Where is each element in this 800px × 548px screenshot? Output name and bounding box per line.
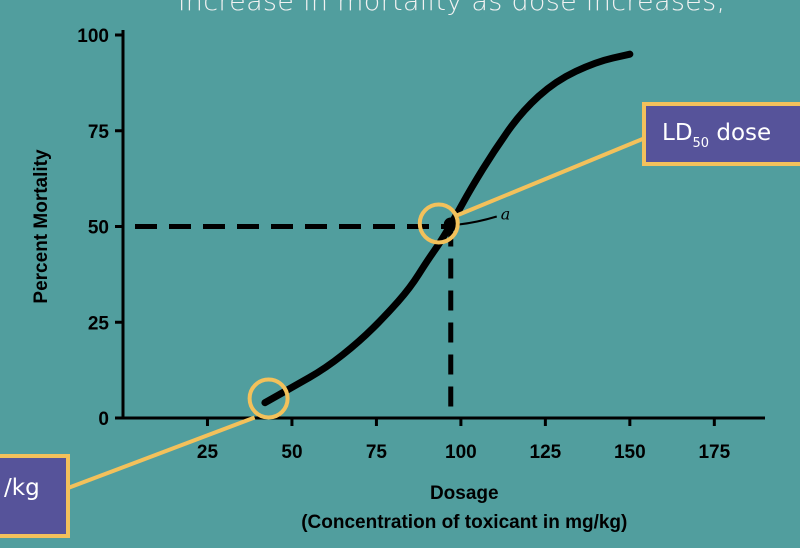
reference-lines xyxy=(135,224,454,418)
x-tick-label: 175 xyxy=(698,442,730,463)
ld50-label: LD xyxy=(662,120,693,146)
y-axis-title: Percent Mortality xyxy=(31,149,52,304)
low-dose-highlight-circle xyxy=(247,377,290,420)
chart-axes: 0 25 50 75 100 25 50 75 100 125 150 175 xyxy=(77,26,765,463)
ld50-callout: LD50 dose xyxy=(642,102,800,166)
curve-group: a xyxy=(261,50,634,407)
low-dose-connector-line xyxy=(67,415,256,490)
x-tick-label: 50 xyxy=(281,442,302,463)
x-tick-label: 125 xyxy=(530,442,562,463)
y-tick-label: 0 xyxy=(98,409,109,430)
ld50-point xyxy=(443,217,458,232)
y-tick-label: 50 xyxy=(88,218,109,239)
x-tick-label: 150 xyxy=(614,442,646,463)
x-tick-label: 25 xyxy=(197,442,219,463)
header-text: increase in mortality as dose increases, xyxy=(178,0,726,17)
low-dose-callout: /kg xyxy=(0,454,70,538)
annotations xyxy=(67,136,646,490)
y-tick-label: 100 xyxy=(77,26,109,47)
low-dose-text: /kg xyxy=(4,475,40,501)
ld50-subscript: 50 xyxy=(692,136,710,151)
point-label: a xyxy=(501,205,511,224)
dose-response-curve xyxy=(261,50,634,407)
ld50-connector-line xyxy=(455,136,646,218)
y-tick-label: 75 xyxy=(88,122,110,143)
x-tick-label: 75 xyxy=(366,442,388,463)
x-axis-title: Dosage xyxy=(430,483,499,504)
y-tick-label: 25 xyxy=(88,313,110,334)
x-tick-label: 100 xyxy=(445,442,477,463)
point-label-leader xyxy=(458,215,498,226)
x-axis-subtitle: (Concentration of toxicant in mg/kg) xyxy=(301,512,627,533)
axis-labels: Percent Mortality Dosage (Concentration of… xyxy=(31,149,627,533)
ld50-dose-label: dose xyxy=(709,120,772,146)
ld50-highlight-circle xyxy=(417,202,460,245)
